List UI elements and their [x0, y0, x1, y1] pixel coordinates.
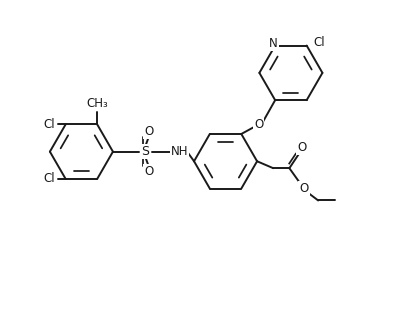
Text: O: O — [144, 125, 153, 138]
Text: Cl: Cl — [43, 118, 55, 131]
Text: O: O — [254, 118, 263, 131]
Text: S: S — [142, 145, 149, 158]
Text: Cl: Cl — [43, 173, 55, 185]
Text: O: O — [297, 141, 307, 154]
Text: NH: NH — [171, 145, 188, 158]
Text: N: N — [269, 37, 277, 50]
Text: Cl: Cl — [313, 36, 325, 49]
Text: CH₃: CH₃ — [86, 97, 108, 110]
Text: O: O — [144, 165, 153, 178]
Text: O: O — [299, 183, 309, 195]
